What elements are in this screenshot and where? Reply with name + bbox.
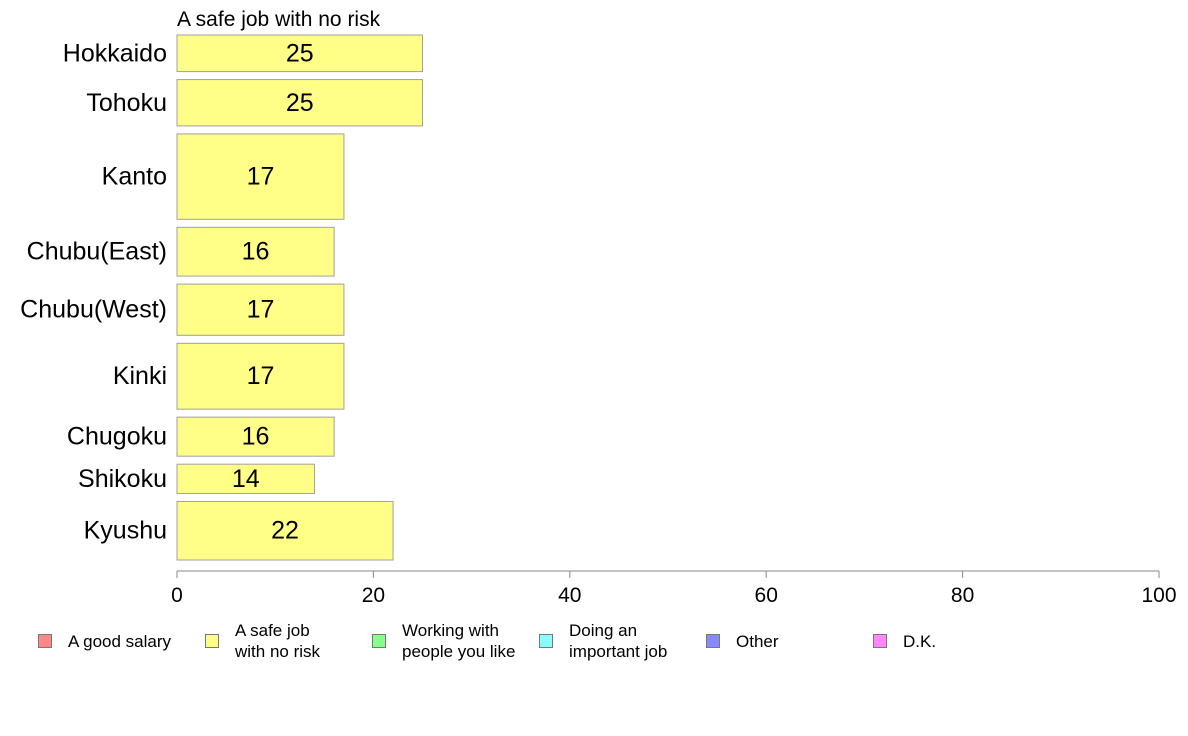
- category-label: Chubu(West): [20, 296, 167, 324]
- x-axis: 0 20 40 60 80 100: [171, 570, 1177, 607]
- x-tick-label: 20: [362, 584, 385, 607]
- x-tick-label: 100: [1141, 584, 1176, 607]
- bar-hokkaido: [176, 34, 423, 73]
- data-label: 16: [242, 423, 270, 451]
- legend-item: A good salary: [38, 620, 171, 662]
- legend-item: A safe job with no risk: [205, 620, 320, 662]
- bar-tohoku: [176, 79, 423, 127]
- legend-label: A safe job with no risk: [235, 621, 321, 661]
- bar-kinki: [176, 342, 345, 410]
- x-tick-label: 60: [755, 584, 778, 607]
- category-label: Kanto: [102, 163, 167, 191]
- data-label: 22: [271, 517, 299, 545]
- data-label: 25: [286, 89, 314, 117]
- category-label: Kyushu: [84, 517, 167, 545]
- legend-item: Doing an important job: [539, 620, 667, 662]
- legend-label: Doing an important job: [569, 621, 668, 661]
- bar-chubu-west-: [176, 283, 345, 336]
- category-label: Kinki: [113, 362, 167, 390]
- data-label: 25: [286, 39, 314, 67]
- data-label: 17: [247, 296, 275, 324]
- bar-kyushu: [176, 500, 394, 561]
- legend-swatch: [38, 634, 52, 648]
- bars-group: Hokkaido 25 Tohoku 25 Kanto 17 Chubu(East) 16 Ch…: [20, 34, 423, 561]
- data-label: 16: [242, 238, 270, 266]
- x-tick-label: 0: [171, 584, 183, 607]
- category-label: Hokkaido: [63, 39, 167, 67]
- category-label: Chubu(East): [27, 238, 167, 266]
- bar-shikoku: [176, 463, 315, 494]
- x-tick-label: 80: [951, 584, 974, 607]
- legend-swatch: [706, 634, 720, 648]
- bar-chugoku: [176, 416, 335, 457]
- legend-label: A good salary: [68, 631, 172, 651]
- legend-label: Other: [736, 631, 779, 651]
- x-tick-label: 40: [558, 584, 581, 607]
- legend-item: Other: [706, 620, 779, 662]
- category-label: Shikoku: [78, 465, 167, 493]
- legend: A good salary A safe job with no risk Work…: [38, 620, 1158, 670]
- bar-chubu-east-: [176, 226, 335, 277]
- data-label: 14: [232, 465, 260, 493]
- bar-kanto: [176, 133, 345, 220]
- legend-swatch: [372, 634, 386, 648]
- legend-swatch: [539, 634, 553, 648]
- category-label: Tohoku: [86, 89, 167, 117]
- data-label: 17: [247, 362, 275, 390]
- legend-label: Working with people you like: [402, 621, 516, 661]
- legend-item: Working with people you like: [372, 620, 515, 662]
- data-label: 17: [247, 163, 275, 191]
- legend-swatch: [205, 634, 219, 648]
- legend-item: D.K.: [873, 620, 936, 662]
- chart-title: A safe job with no risk: [177, 8, 381, 31]
- legend-label: D.K.: [903, 631, 937, 651]
- category-label: Chugoku: [67, 423, 167, 451]
- bar-chart: A safe job with no risk Hokkaido 25 Tohoku…: [20, 8, 1177, 607]
- legend-swatch: [873, 634, 887, 648]
